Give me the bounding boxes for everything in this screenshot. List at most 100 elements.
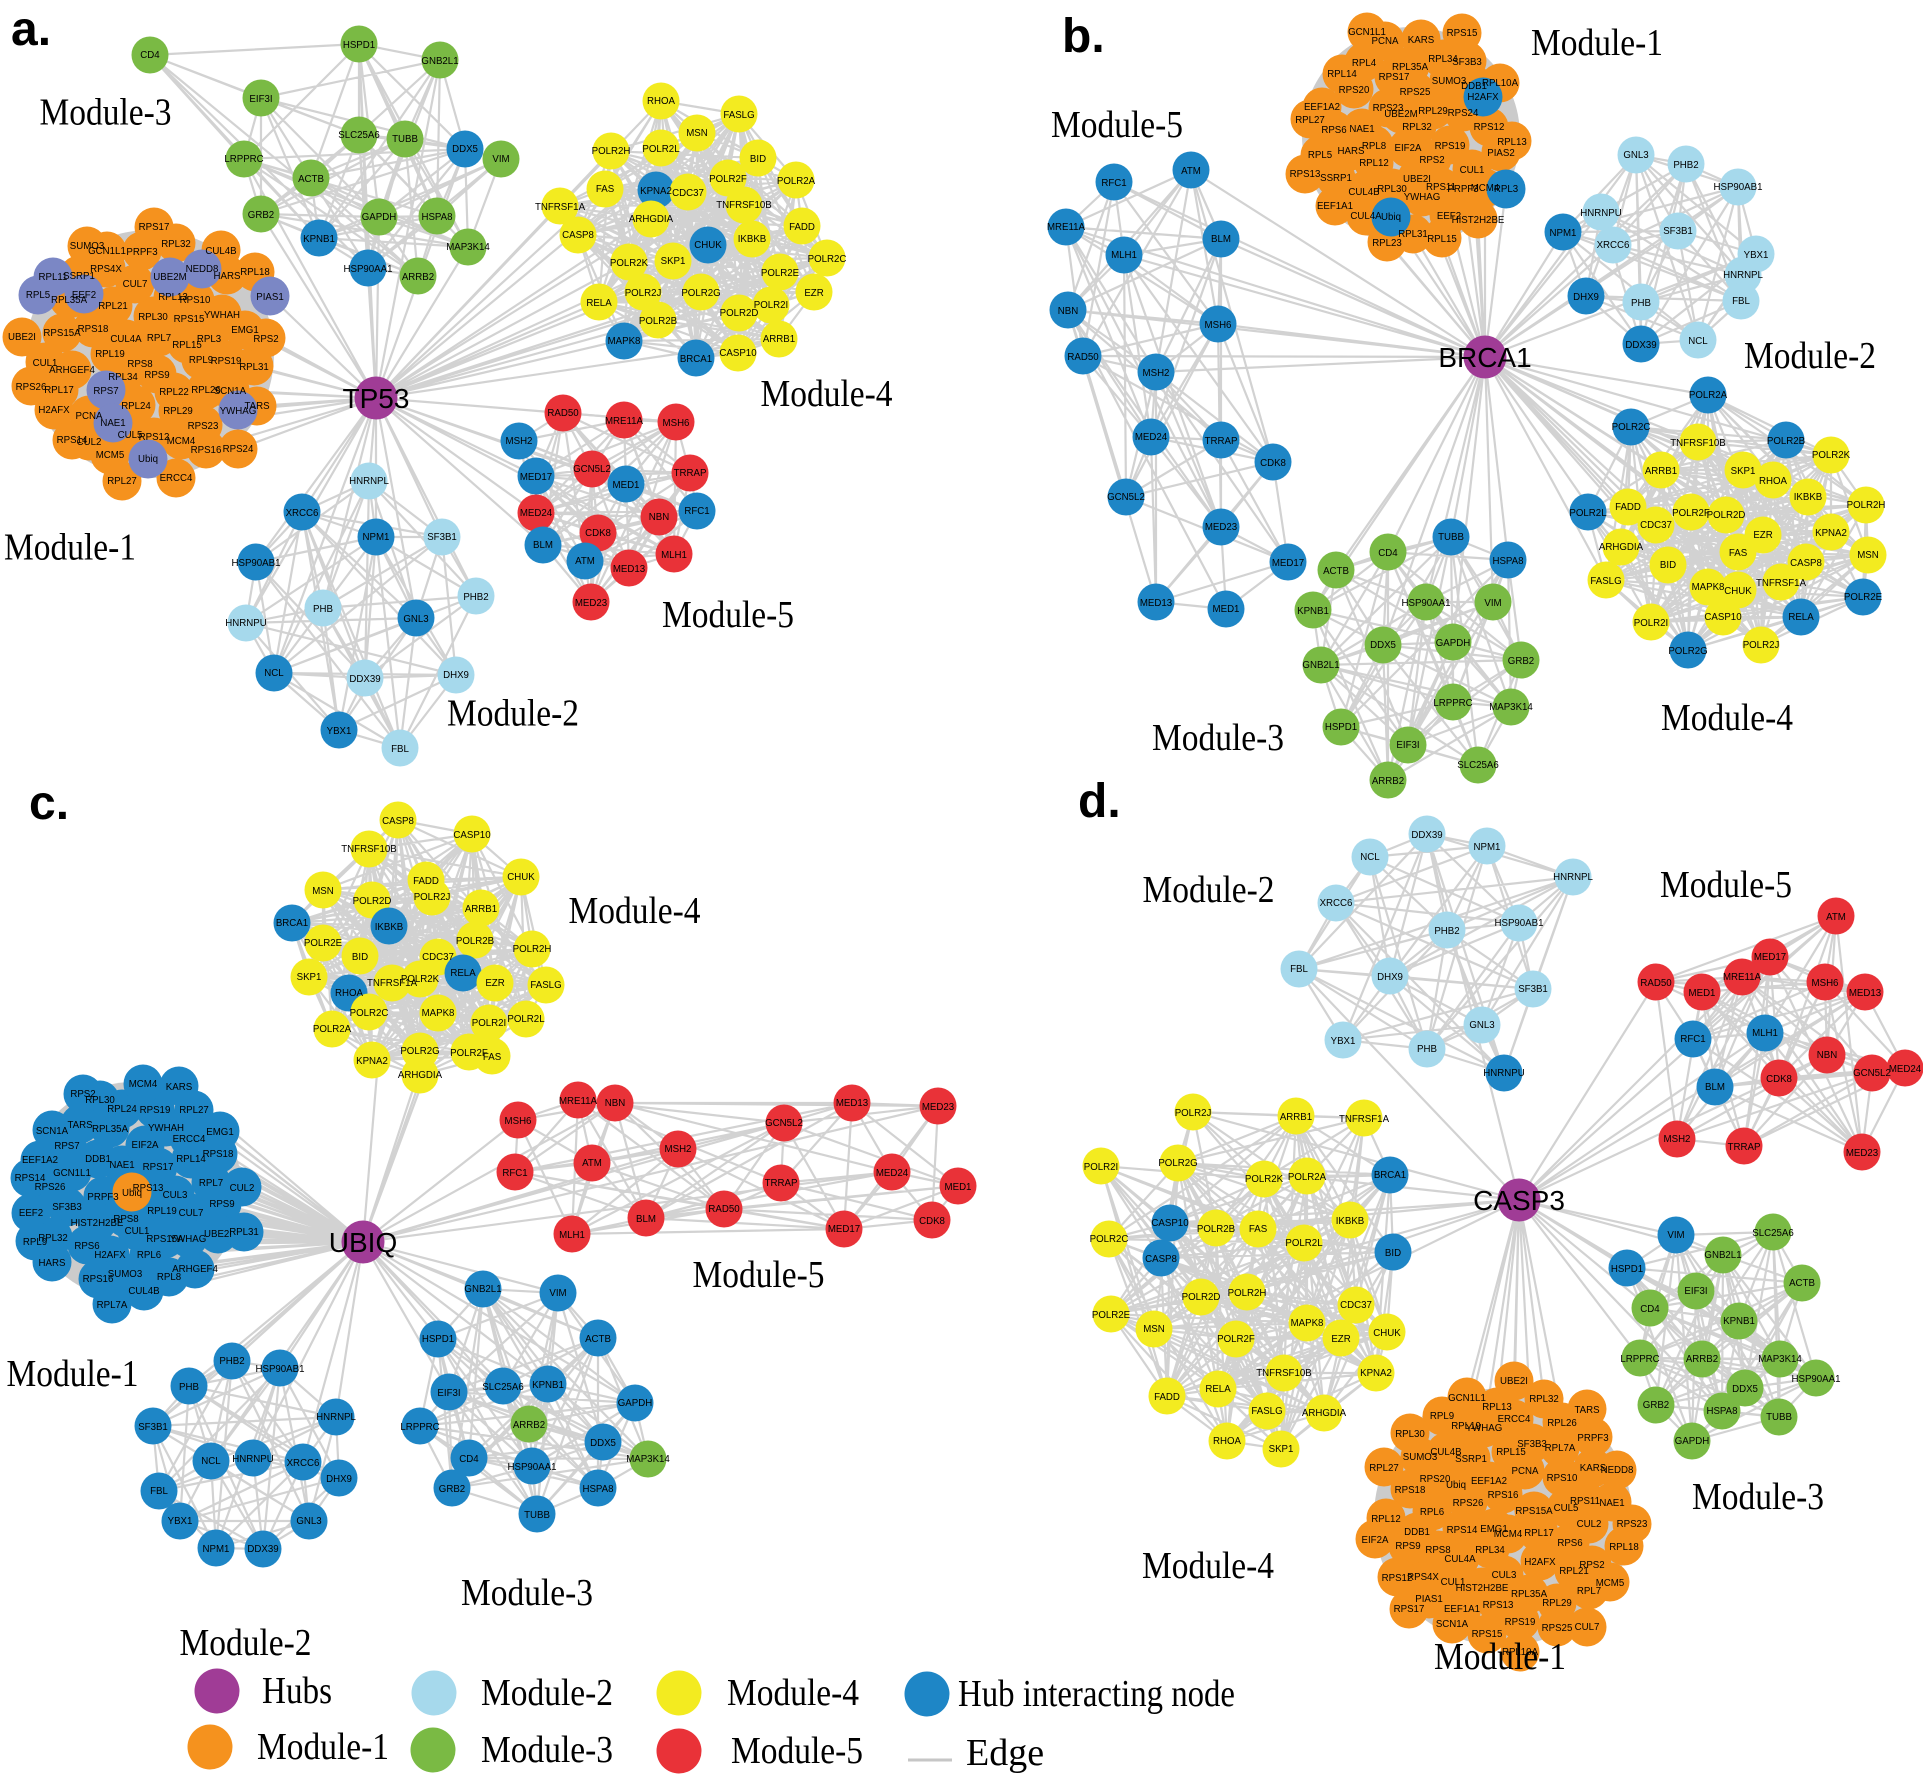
svg-text:NPM1: NPM1 [1550,228,1577,239]
svg-text:GCN1L1: GCN1L1 [88,246,126,257]
svg-text:ACTB: ACTB [298,174,324,185]
svg-text:POLR2G: POLR2G [1158,1158,1197,1169]
svg-text:EZR: EZR [1753,530,1772,541]
svg-text:FASLG: FASLG [723,110,754,121]
svg-text:CDC37: CDC37 [1640,520,1672,531]
svg-text:YWHAG: YWHAG [1404,192,1441,203]
svg-text:ARHGDIA: ARHGDIA [1302,1408,1347,1419]
svg-text:CHUK: CHUK [694,240,722,251]
svg-text:RPS25: RPS25 [1400,87,1431,98]
svg-text:HARS: HARS [1338,146,1365,157]
svg-text:POLR2A: POLR2A [1689,390,1728,401]
svg-text:POLR2A: POLR2A [777,176,816,187]
svg-text:IKBKB: IKBKB [1794,492,1823,503]
svg-text:ATM: ATM [1826,912,1846,923]
svg-text:RPL15: RPL15 [172,340,202,351]
svg-text:CD4: CD4 [140,50,160,61]
svg-text:CDK8: CDK8 [1260,458,1286,469]
svg-text:RPS11: RPS11 [1426,182,1456,193]
svg-text:RPS4X: RPS4X [90,264,122,275]
svg-text:RFC1: RFC1 [1101,178,1126,189]
svg-text:Ubiq: Ubiq [138,454,158,465]
svg-text:RHOA: RHOA [335,988,364,999]
svg-text:CUL1: CUL1 [1441,1577,1466,1588]
svg-text:RPS8: RPS8 [113,1214,138,1225]
svg-text:TNFRSF10B: TNFRSF10B [1670,438,1725,449]
svg-text:RPL6: RPL6 [1420,1507,1444,1518]
svg-text:Module-2: Module-2 [481,1672,613,1714]
svg-text:POLR2B: POLR2B [639,316,677,327]
svg-text:d.: d. [1078,775,1121,828]
svg-text:HIST2H2BE: HIST2H2BE [1456,1583,1509,1594]
svg-text:POLR2E: POLR2E [761,268,800,279]
svg-text:MLH1: MLH1 [661,550,687,561]
svg-text:HSPA8: HSPA8 [1492,556,1523,567]
svg-text:HSPA8: HSPA8 [421,212,452,223]
svg-text:UBE2I: UBE2I [204,1229,232,1240]
svg-text:GAPDH: GAPDH [362,212,396,223]
svg-text:Module-3: Module-3 [1152,717,1284,759]
svg-text:DHX9: DHX9 [443,670,469,681]
svg-text:FADD: FADD [1154,1392,1180,1403]
svg-text:RELA: RELA [1205,1384,1231,1395]
svg-text:Module-3: Module-3 [461,1572,593,1614]
svg-text:MAPK8: MAPK8 [1692,582,1725,593]
svg-text:RPL12: RPL12 [1359,158,1389,169]
svg-text:TP53: TP53 [343,383,410,414]
svg-text:RPL12: RPL12 [1371,1514,1401,1525]
svg-text:HSPA8: HSPA8 [1706,1406,1737,1417]
svg-text:DDB1: DDB1 [1404,1527,1430,1538]
svg-text:KPNB1: KPNB1 [532,1380,564,1391]
svg-text:NCL: NCL [1688,336,1708,347]
svg-text:RPL32: RPL32 [1529,1394,1559,1405]
svg-text:IKBKB: IKBKB [738,234,767,245]
svg-text:NEDD8: NEDD8 [1601,1465,1634,1476]
svg-text:TNFRSF1A: TNFRSF1A [367,978,418,989]
svg-text:RPS13: RPS13 [1483,1600,1514,1611]
svg-text:MED23: MED23 [922,1102,954,1113]
svg-text:XRCC6: XRCC6 [287,1458,320,1469]
svg-text:ARRB1: ARRB1 [1645,466,1677,477]
svg-text:EEF2: EEF2 [72,290,96,301]
svg-text:YBX1: YBX1 [1331,1036,1356,1047]
svg-text:RPS9: RPS9 [1395,1541,1420,1552]
svg-text:RPL8: RPL8 [157,1272,181,1283]
svg-text:NBN: NBN [1058,306,1078,317]
svg-text:EEF1A1: EEF1A1 [1317,201,1353,212]
svg-text:YWHAG: YWHAG [220,406,257,417]
svg-text:POLR2E: POLR2E [1092,1310,1131,1321]
svg-text:RPS17: RPS17 [1394,1604,1425,1615]
svg-text:Module-5: Module-5 [662,594,794,636]
svg-text:ARRB1: ARRB1 [1280,1112,1312,1123]
svg-text:IKBKB: IKBKB [375,922,404,933]
svg-text:TRRAP: TRRAP [765,1178,798,1189]
svg-text:BID: BID [1660,560,1676,571]
svg-text:RPL10A: RPL10A [1482,78,1519,89]
svg-text:Module-3: Module-3 [1692,1476,1824,1518]
svg-text:FADD: FADD [789,222,815,233]
svg-text:RPS26: RPS26 [16,382,47,393]
svg-text:a.: a. [11,3,51,56]
svg-text:MED23: MED23 [575,598,607,609]
svg-text:RPS14: RPS14 [57,435,88,446]
svg-text:NCL: NCL [264,668,284,679]
svg-text:TRRAP: TRRAP [1728,1142,1761,1153]
svg-text:RPL32: RPL32 [1402,122,1432,133]
svg-text:TARS: TARS [244,401,270,412]
svg-text:RHOA: RHOA [647,96,676,107]
svg-text:RPS15: RPS15 [1447,28,1478,39]
svg-text:POLR2J: POLR2J [625,288,662,299]
svg-text:RPL27: RPL27 [1295,115,1325,126]
svg-text:RPS4X: RPS4X [1407,1572,1439,1583]
svg-text:SSRP1: SSRP1 [1455,1454,1487,1465]
svg-text:CHUK: CHUK [1724,586,1752,597]
svg-text:RPL18: RPL18 [1609,1542,1639,1553]
svg-text:KARS: KARS [1580,1463,1607,1474]
svg-text:TNFRSF1A: TNFRSF1A [535,202,586,213]
svg-text:KPNB1: KPNB1 [303,234,335,245]
svg-text:SCN1A: SCN1A [36,1126,69,1137]
svg-text:Module-1: Module-1 [1434,1636,1566,1678]
svg-text:RPL19: RPL19 [1451,1421,1481,1432]
svg-text:CUL3: CUL3 [1492,1570,1517,1581]
svg-text:SF3B1: SF3B1 [138,1422,168,1433]
